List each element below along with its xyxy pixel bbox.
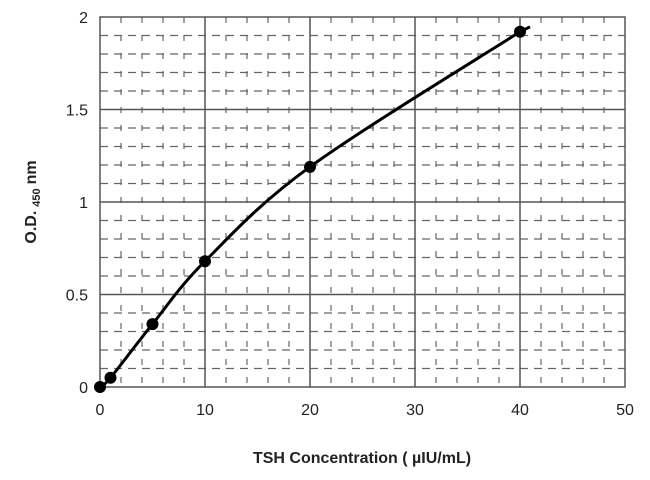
x-tick-label: 20 — [301, 402, 319, 419]
series — [94, 25, 531, 393]
x-tick-labels: 0 10 20 30 40 50 — [96, 402, 634, 419]
grid — [99, 16, 626, 388]
y-axis-label-main: O.D. — [23, 211, 40, 244]
plot-frame — [99, 16, 626, 388]
y-axis-label: O.D. 450 nm — [23, 160, 43, 243]
x-tick-label: 10 — [196, 402, 214, 419]
x-tick-label: 40 — [511, 402, 529, 419]
fit-curve — [99, 25, 531, 389]
y-tick-label: 0 — [79, 380, 88, 397]
data-point — [104, 371, 117, 384]
y-axis-label-unit: nm — [23, 160, 40, 184]
data-point — [146, 318, 159, 331]
y-tick-label: 2 — [79, 10, 88, 27]
data-point — [94, 381, 106, 393]
y-tick-label: 0.5 — [66, 288, 88, 305]
y-axis-label-sub: 450 — [31, 188, 43, 206]
x-tick-label: 0 — [96, 402, 105, 419]
y-tick-label: 1.5 — [66, 103, 88, 120]
data-point — [304, 160, 316, 173]
x-tick-label: 50 — [616, 402, 634, 419]
y-tick-labels: 0 0.5 1 1.5 2 — [66, 10, 88, 397]
y-tick-label: 1 — [79, 195, 88, 212]
x-tick-label: 30 — [406, 402, 424, 419]
x-axis-label: TSH Concentration ( µIU/mL) — [253, 450, 471, 467]
data-point — [199, 255, 211, 268]
data-point — [514, 25, 526, 38]
